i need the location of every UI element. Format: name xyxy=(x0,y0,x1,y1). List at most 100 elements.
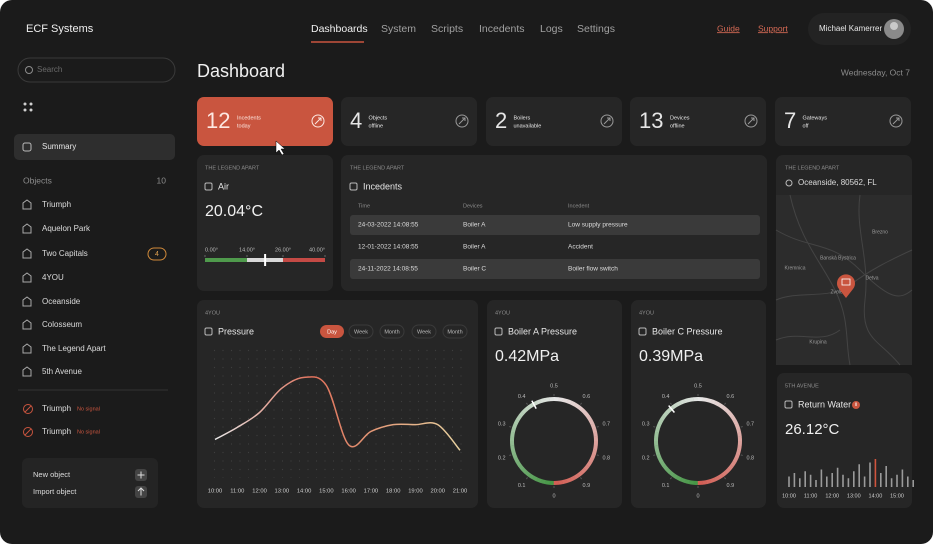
stat-value: 7 xyxy=(784,108,796,133)
card-subtitle: 4YOU xyxy=(639,310,654,316)
map-road xyxy=(858,194,901,366)
gauge-ring xyxy=(656,422,662,429)
toggle[interactable] xyxy=(348,324,374,339)
menu-dot xyxy=(23,102,27,106)
gauge-ring xyxy=(684,397,690,403)
alert-name[interactable]: Triumph xyxy=(42,427,71,436)
nav-item[interactable]: Logs xyxy=(540,23,563,35)
object-name[interactable]: The Legend Apart xyxy=(42,344,106,353)
nav-item[interactable]: Scripts xyxy=(431,23,463,35)
bar xyxy=(831,473,833,487)
map-place: Kremnica xyxy=(784,265,805,271)
gauge-ring xyxy=(675,475,682,482)
nav-item[interactable]: Settings xyxy=(577,23,615,35)
toggle-label: Week xyxy=(417,329,431,335)
table-cell: 12-01-2022 14:08:55 xyxy=(358,244,419,251)
gauge-tick-label: 0 xyxy=(552,493,555,499)
bar xyxy=(847,478,850,487)
x-tick-label: 19:00 xyxy=(408,489,423,495)
gauge-card xyxy=(487,300,622,508)
alert-name[interactable]: Triumph xyxy=(42,404,71,413)
header-link[interactable]: Support xyxy=(758,23,788,33)
bar xyxy=(901,469,904,487)
table-cell: Boiler A xyxy=(463,222,486,229)
toggle-label: Month xyxy=(447,329,462,335)
stat-label: Objects xyxy=(369,115,388,121)
map-place: Banská Bystrica xyxy=(820,255,856,261)
map-place: Brezno xyxy=(872,229,888,235)
object-name[interactable]: 4YOU xyxy=(42,273,64,282)
header-link[interactable]: Guide xyxy=(717,23,740,33)
gauge-ring xyxy=(714,475,721,482)
object-name[interactable]: Aquelon Park xyxy=(42,224,91,233)
toggle-label: Week xyxy=(354,329,368,335)
table-cell: Boiler A xyxy=(463,244,486,251)
page-title: Dashboard xyxy=(197,61,285,81)
object-icon xyxy=(22,199,32,210)
object-name[interactable]: Colosseum xyxy=(42,320,82,329)
x-tick-label: 15:00 xyxy=(890,493,904,499)
gauge-ring xyxy=(734,423,740,429)
stat-label: Devices xyxy=(670,115,690,121)
gauge-ring xyxy=(684,478,690,485)
gauge-ring xyxy=(562,479,568,485)
map-place: Krupina xyxy=(809,339,826,345)
gauge-tick xyxy=(724,477,727,480)
gauge-ring xyxy=(710,399,717,405)
gauge-tick xyxy=(669,402,672,405)
toggle[interactable] xyxy=(320,325,344,338)
air-tick-label: 0.00° xyxy=(205,247,218,253)
gauge-tick-label: 0.2 xyxy=(498,455,506,461)
gauge-ring xyxy=(668,470,675,477)
summary-item[interactable] xyxy=(14,134,175,160)
actions-box xyxy=(22,458,158,508)
action-label[interactable]: New object xyxy=(33,470,71,479)
gauge-ring xyxy=(732,418,739,425)
gauge-ring xyxy=(717,473,724,480)
gauge-tick-label: 0.6 xyxy=(583,394,591,400)
table-row xyxy=(350,259,760,279)
gauge-ring xyxy=(510,427,517,433)
search-box[interactable] xyxy=(17,57,176,83)
gauge-ring xyxy=(528,402,535,409)
return-water-reading: 26.12°C xyxy=(785,421,840,438)
gauge-ring xyxy=(580,408,587,415)
bar xyxy=(804,471,806,487)
nav-item[interactable]: System xyxy=(381,23,416,35)
alert-slash xyxy=(24,428,32,436)
bar xyxy=(826,476,828,487)
object-icon xyxy=(22,272,32,283)
gauge-card xyxy=(631,300,766,508)
nav-item[interactable]: Incedents xyxy=(479,23,525,35)
table-header: Devices xyxy=(463,203,483,209)
map-pin-glyph xyxy=(841,278,851,286)
toggle[interactable] xyxy=(411,324,437,339)
user-pill[interactable] xyxy=(808,13,911,45)
gauge-ring xyxy=(702,397,708,402)
search-placeholder: Search xyxy=(37,65,62,74)
object-name[interactable]: Oceanside xyxy=(42,297,81,306)
nav-item[interactable]: Dashboards xyxy=(311,23,368,35)
object-name[interactable]: Two Capitals xyxy=(42,249,88,258)
gauge-ring xyxy=(562,397,568,404)
card-subtitle: 4YOU xyxy=(205,310,220,316)
action-label[interactable]: Import object xyxy=(33,487,77,496)
gauge-ring xyxy=(724,408,731,415)
gauge-ring xyxy=(566,477,572,483)
alert-slash xyxy=(24,405,32,413)
gauge-ring xyxy=(734,453,740,460)
gauge-ring xyxy=(662,411,669,418)
gauge-ring xyxy=(679,477,686,483)
toggle[interactable] xyxy=(379,324,405,339)
toggle[interactable] xyxy=(442,324,468,339)
plot-dots xyxy=(207,348,469,478)
gauge-tick xyxy=(580,402,583,405)
object-name[interactable]: 5th Avenue xyxy=(42,367,82,376)
object-name[interactable]: Triumph xyxy=(42,200,71,209)
gauge-ring xyxy=(659,460,666,467)
x-tick-label: 17:00 xyxy=(364,489,379,495)
gauge-reading: 0.42MPa xyxy=(495,348,559,365)
gauge-tick-label: 0.5 xyxy=(550,383,558,389)
gauge-ring xyxy=(566,399,573,405)
stat-value: 2 xyxy=(495,108,507,133)
